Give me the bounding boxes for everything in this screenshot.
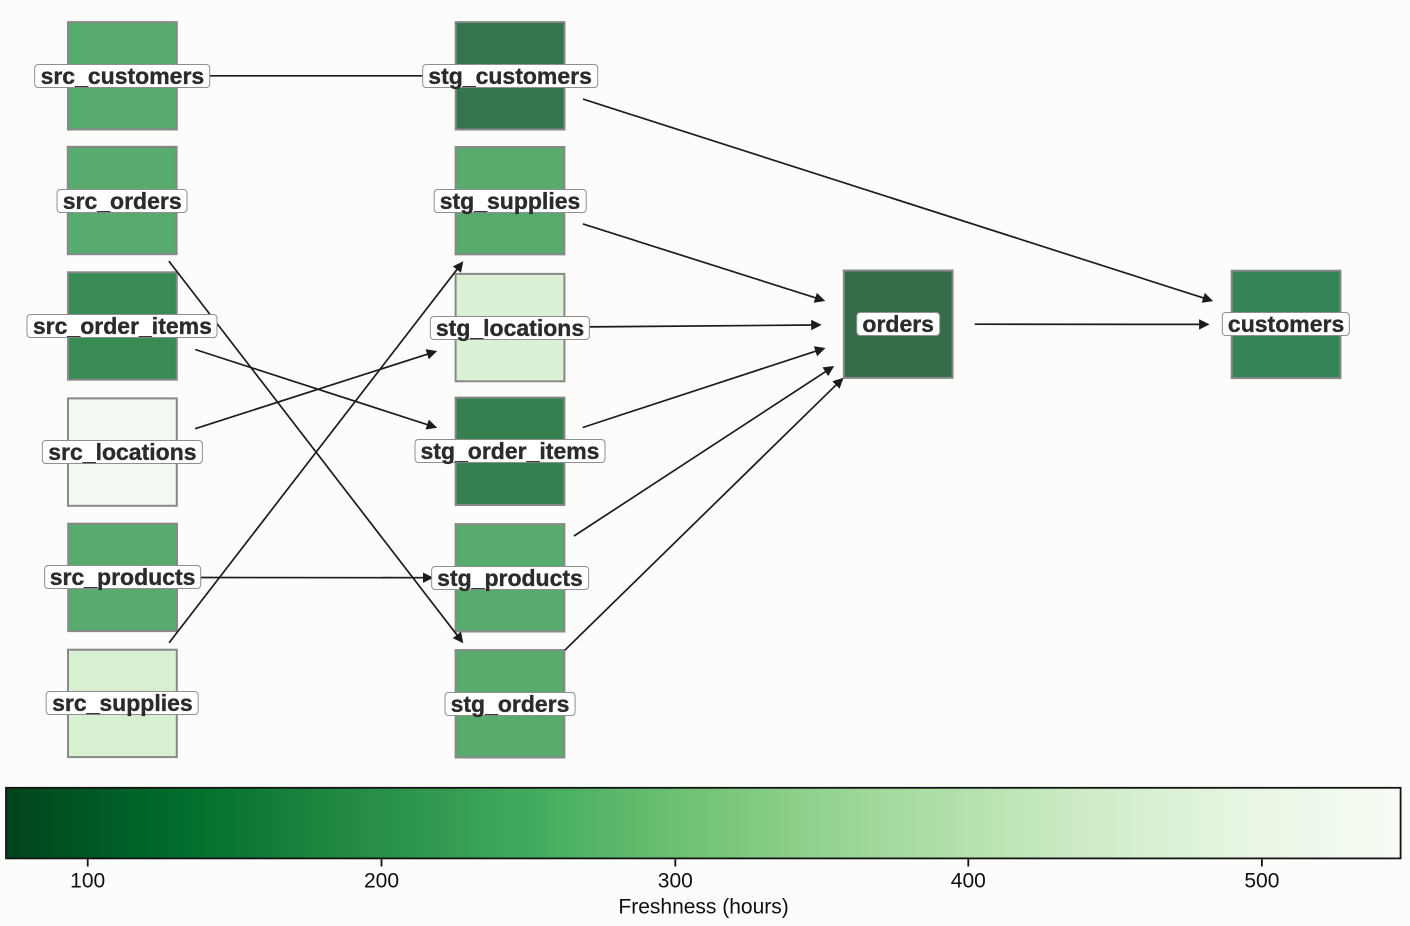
svg-text:Freshness (hours): Freshness (hours)	[618, 896, 788, 919]
svg-text:300: 300	[658, 870, 693, 893]
svg-text:400: 400	[951, 870, 986, 893]
svg-text:200: 200	[364, 870, 399, 893]
svg-text:500: 500	[1244, 870, 1279, 893]
svg-text:100: 100	[70, 870, 105, 893]
